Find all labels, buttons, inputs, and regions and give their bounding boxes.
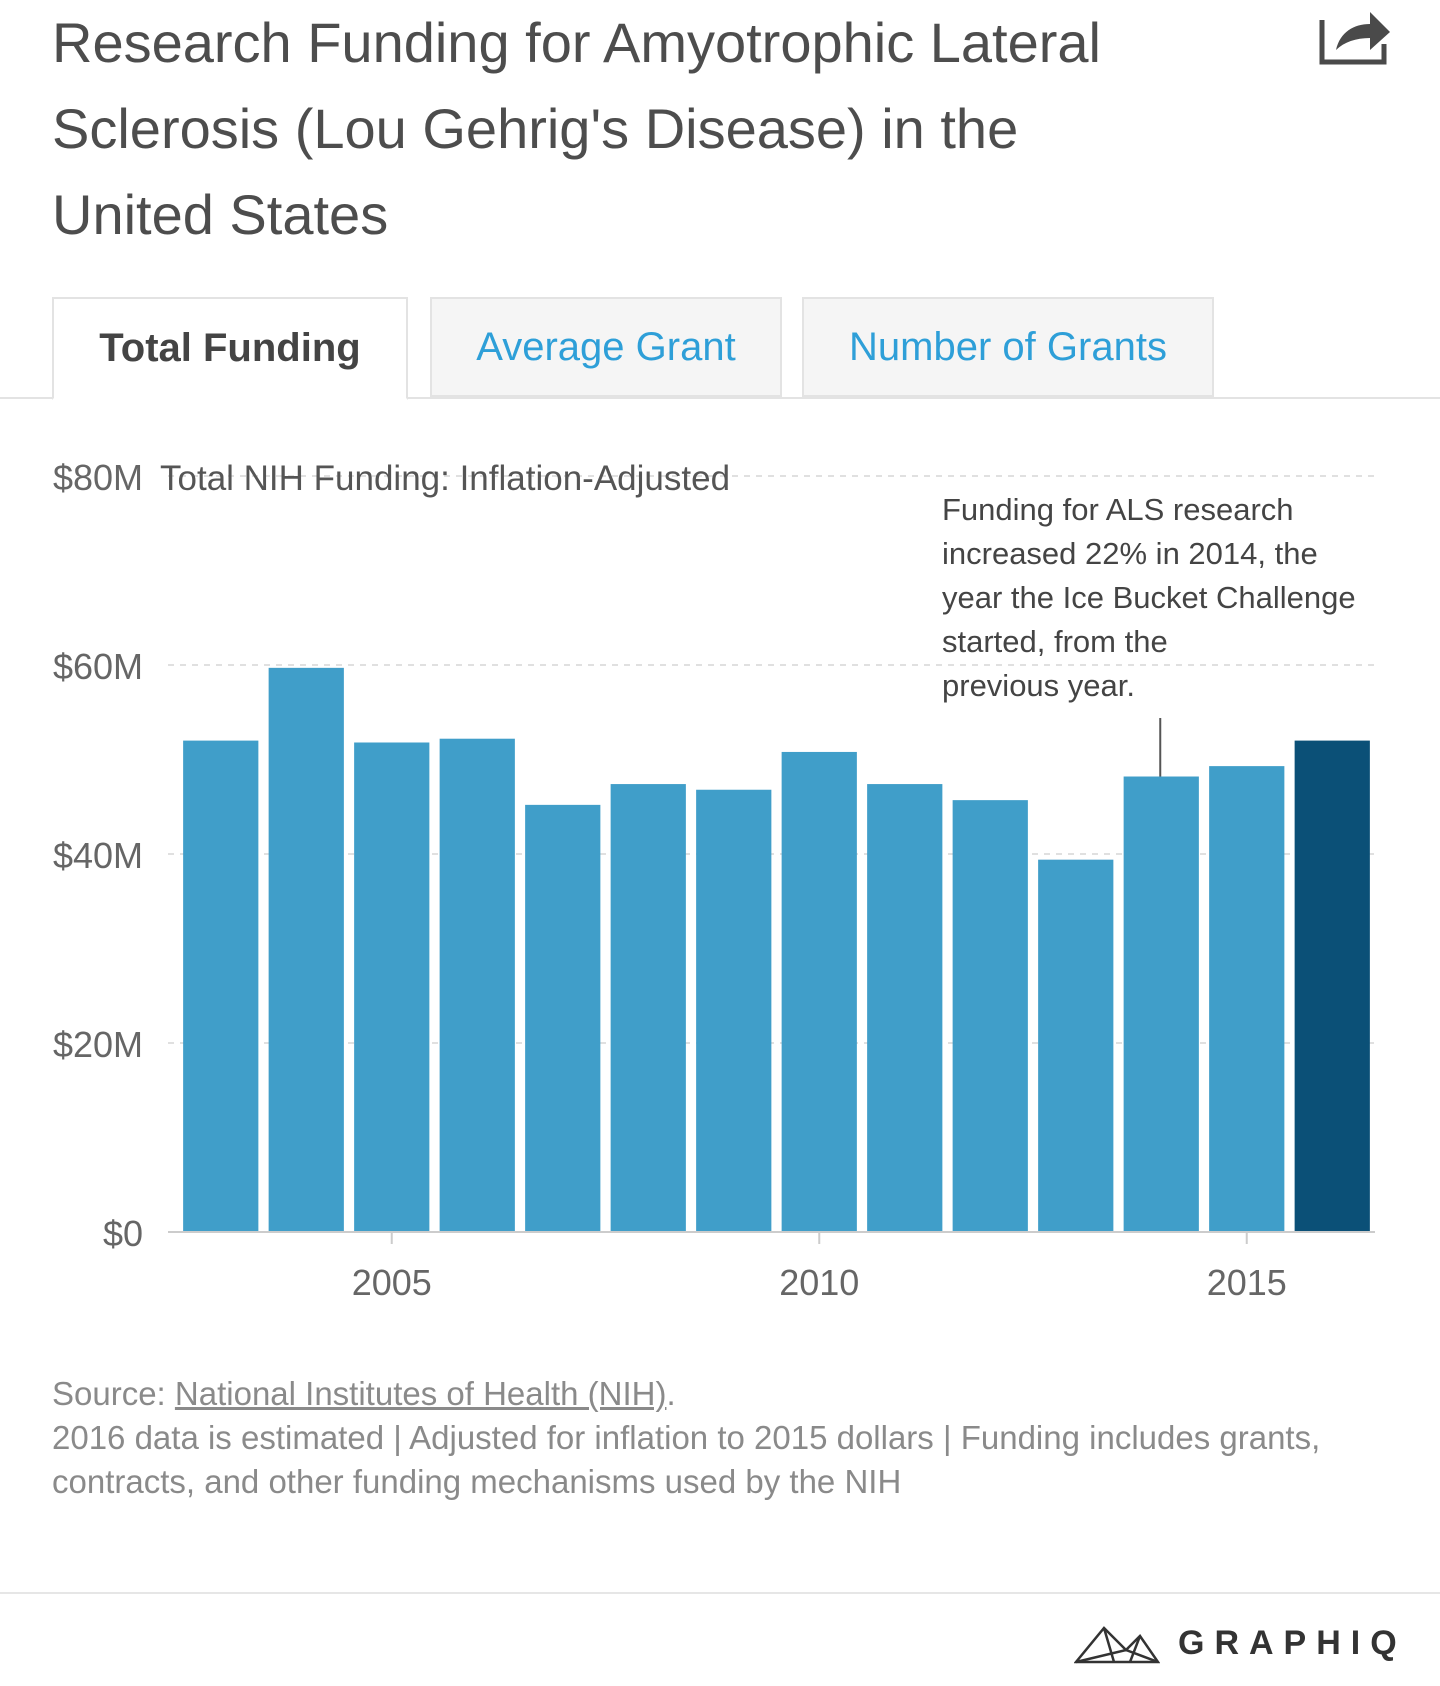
x-tick-label: 2010 xyxy=(779,1262,859,1303)
bar-2011 xyxy=(867,784,943,1232)
y-tick-label: $20M xyxy=(53,1024,143,1065)
share-icon xyxy=(1319,12,1390,65)
bar-2012 xyxy=(952,800,1028,1232)
footnote: 2016 data is estimated | Adjusted for in… xyxy=(52,1419,1321,1500)
share-button[interactable] xyxy=(1318,6,1392,66)
bar-2013 xyxy=(1038,859,1114,1232)
x-tick-label: 2015 xyxy=(1207,1262,1287,1303)
annotation-line: increased 22% in 2014, the xyxy=(942,536,1318,571)
tab-label: Total Funding xyxy=(99,326,361,370)
bar-2015 xyxy=(1209,766,1285,1232)
graphiq-logo-icon xyxy=(1074,1626,1160,1664)
source-link[interactable]: National Institutes of Health (NIH) xyxy=(174,1375,667,1412)
bar-2006 xyxy=(439,738,515,1232)
annotation-line: year the Ice Bucket Challenge xyxy=(942,580,1356,615)
logo-text: GRAPHIQ xyxy=(1178,1623,1407,1662)
tab-label: Average Grant xyxy=(476,324,736,369)
annotation-text: Funding for ALS research increased 22% in… xyxy=(942,492,1356,703)
source-prefix: Source: xyxy=(52,1375,175,1412)
footer-divider xyxy=(0,1592,1440,1594)
source-suffix: . xyxy=(666,1375,676,1412)
graphiq-logo[interactable]: GRAPHIQ xyxy=(1074,1618,1407,1668)
tab-number-of-grants[interactable]: Number of Grants xyxy=(802,297,1214,397)
bar-2008 xyxy=(610,784,686,1232)
bar-2014 xyxy=(1123,776,1199,1232)
annotation-line: Funding for ALS research xyxy=(942,492,1294,527)
tab-average-grant[interactable]: Average Grant xyxy=(430,297,782,397)
bar-2003 xyxy=(183,740,259,1232)
funding-bar-chart: $0 $20M $40M $60M $80M Total NIH Funding: Inf… xyxy=(53,457,1375,1303)
source-line: Source: National Institutes of Health (N… xyxy=(52,1372,1402,1416)
bar-2005 xyxy=(354,742,430,1232)
tab-bar-divider xyxy=(0,397,1440,399)
bar-2016 xyxy=(1294,740,1370,1232)
chart-title: Total NIH Funding: Inflation-Adjusted xyxy=(160,459,730,498)
chart-footer: Source: National Institutes of Health (N… xyxy=(52,1372,1402,1504)
bar-2010 xyxy=(781,751,857,1232)
tab-total-funding[interactable]: Total Funding xyxy=(52,297,408,400)
y-tick-label: $0 xyxy=(103,1213,143,1254)
annotation-line: previous year. xyxy=(942,668,1135,703)
page-title: Research Funding for Amyotrophic Lateral… xyxy=(52,11,1101,246)
bar-2004 xyxy=(268,667,344,1232)
y-tick-label: $40M xyxy=(53,835,143,876)
annotation-line: started, from the xyxy=(942,624,1168,659)
y-tick-label: $60M xyxy=(53,646,143,687)
bar-2009 xyxy=(696,789,772,1232)
tab-label: Number of Grants xyxy=(849,324,1167,369)
y-tick-label: $80M xyxy=(53,457,143,498)
bar-2007 xyxy=(525,804,601,1232)
x-tick-label: 2005 xyxy=(352,1262,432,1303)
